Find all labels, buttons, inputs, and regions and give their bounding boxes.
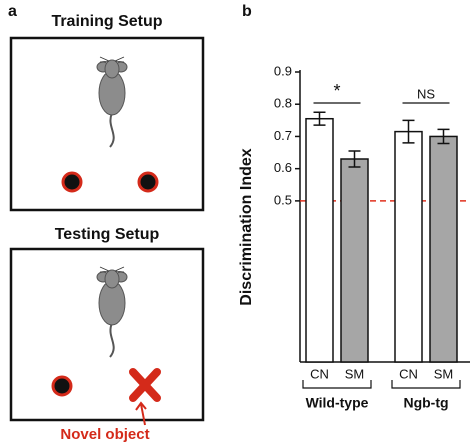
training-title: Training Setup [51, 13, 162, 30]
annotation: Novel object [60, 426, 149, 443]
bar [429, 135, 458, 363]
group-label: Ngb-tg [403, 395, 448, 411]
panel-label: a [8, 3, 17, 20]
y-tick-label: 0.9 [274, 63, 292, 78]
testing-title: Testing Setup [55, 226, 160, 243]
y-tick-label: 0.5 [274, 192, 292, 207]
mouse [96, 56, 128, 148]
y-axis-label: Discrimination Index [238, 148, 255, 305]
error-bar [348, 150, 361, 168]
significance-label: NS [417, 86, 435, 101]
y-tick-label: 0.6 [274, 160, 292, 175]
x-tick-label: CN [310, 366, 329, 381]
panel-label: b [242, 3, 252, 20]
group-bracket [302, 380, 372, 389]
x-tick-label: SM [434, 366, 454, 381]
bar [340, 158, 369, 363]
bar [305, 117, 334, 363]
error-bar [437, 128, 450, 145]
y-tick-label: 0.7 [274, 128, 292, 143]
x-tick-label: SM [345, 366, 365, 381]
mouse [96, 266, 128, 358]
significance-label: * [333, 81, 340, 101]
x-tick-label: CN [399, 366, 418, 381]
bar [394, 130, 423, 363]
error-bar [313, 111, 326, 126]
novel-object [129, 368, 161, 402]
group-label: Wild-type [306, 395, 369, 411]
arena [9, 247, 205, 422]
y-tick-label: 0.8 [274, 96, 292, 111]
arrow [135, 401, 147, 426]
object [137, 171, 159, 193]
group-bracket [391, 380, 461, 389]
error-bar [402, 119, 415, 144]
object [61, 171, 83, 193]
object [51, 375, 73, 397]
arena [9, 36, 205, 212]
panel-a: a Training Setup Testing Setup Novel obj… [8, 3, 205, 443]
